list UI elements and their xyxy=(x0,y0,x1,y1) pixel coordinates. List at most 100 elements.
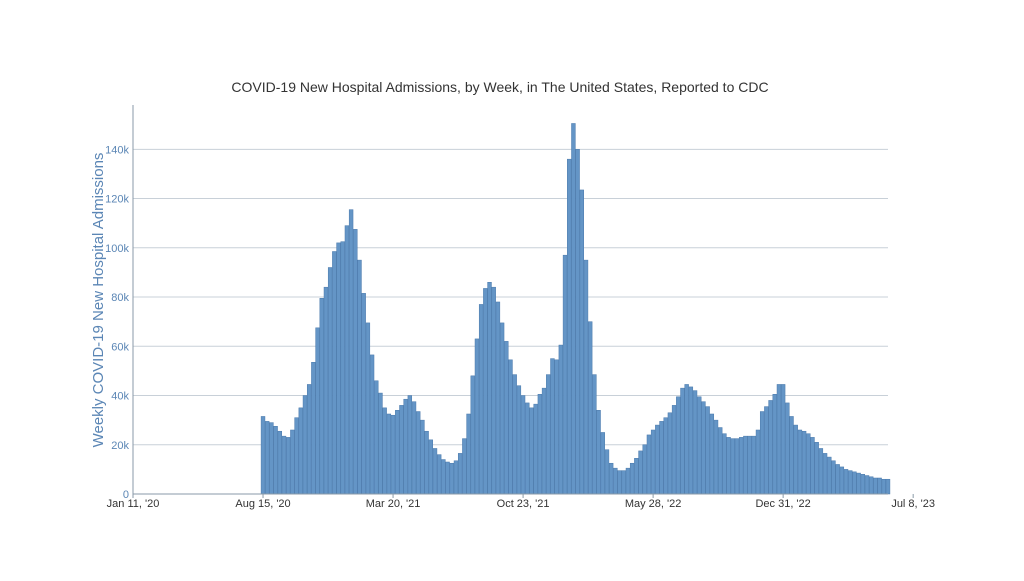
bar xyxy=(298,407,303,495)
y-axis-label: Weekly COVID-19 New Hospital Admissions xyxy=(90,153,107,448)
bar xyxy=(642,444,647,495)
bar xyxy=(340,241,345,495)
bar xyxy=(810,437,815,495)
bar xyxy=(348,209,354,495)
bar xyxy=(315,327,320,495)
bar xyxy=(437,454,442,495)
bar xyxy=(818,448,824,495)
bar xyxy=(399,405,404,495)
x-tick-label: Dec 31, '22 xyxy=(755,498,810,510)
x-tick-labels: Jan 11, '20 Aug 15, '20 Mar 20, '21 Oct 23,… xyxy=(107,494,935,510)
bar xyxy=(592,374,597,495)
bar xyxy=(705,406,710,495)
bar xyxy=(319,298,324,495)
bar xyxy=(470,375,475,495)
bar xyxy=(743,435,748,495)
bar xyxy=(864,475,870,495)
bar xyxy=(785,402,790,495)
bar xyxy=(520,395,526,495)
bar xyxy=(478,304,484,495)
bar xyxy=(600,432,605,495)
bar xyxy=(684,384,689,495)
bar xyxy=(596,410,601,495)
bar xyxy=(369,354,375,495)
bar xyxy=(541,387,547,495)
bar xyxy=(839,466,845,495)
bar xyxy=(457,453,463,495)
y-tick-label: 100k xyxy=(105,243,129,255)
bar xyxy=(529,407,534,495)
bar xyxy=(546,374,551,495)
bar xyxy=(772,394,777,495)
bar xyxy=(269,422,274,495)
bar xyxy=(449,462,454,495)
bar xyxy=(751,435,756,495)
bar xyxy=(567,158,572,495)
bar xyxy=(877,477,882,495)
axes xyxy=(132,105,888,495)
bar xyxy=(294,417,299,495)
bar xyxy=(537,394,543,495)
bar xyxy=(260,416,266,495)
chart-title: COVID-19 New Hospital Admissions, by Wee… xyxy=(231,79,768,95)
bar xyxy=(571,123,576,495)
bar xyxy=(747,435,752,495)
bar xyxy=(663,417,668,495)
bar xyxy=(487,282,492,495)
bar xyxy=(793,424,798,495)
bar xyxy=(583,259,589,495)
bar xyxy=(416,411,421,495)
bar xyxy=(386,413,392,495)
y-tick-label: 40k xyxy=(111,391,129,403)
bar xyxy=(764,406,769,495)
bar xyxy=(655,424,660,495)
bar xyxy=(499,322,505,495)
bar xyxy=(281,435,287,495)
bar xyxy=(365,322,371,495)
bar xyxy=(680,387,685,495)
bar xyxy=(290,429,295,495)
bar xyxy=(692,390,698,495)
bar xyxy=(789,416,794,495)
bar xyxy=(302,395,308,495)
bar xyxy=(659,421,664,495)
bar xyxy=(831,460,836,495)
bar xyxy=(608,462,614,495)
bar xyxy=(265,421,270,495)
y-tick-label: 0 xyxy=(123,489,129,501)
bar xyxy=(466,413,471,495)
bar xyxy=(848,470,853,495)
bar xyxy=(873,477,878,495)
bar xyxy=(629,462,635,495)
bar xyxy=(491,286,496,495)
bar xyxy=(311,362,316,495)
bar xyxy=(814,442,819,495)
bar xyxy=(646,434,652,495)
bar xyxy=(420,419,425,495)
bar xyxy=(474,338,480,495)
bar xyxy=(730,438,735,495)
bar xyxy=(407,395,413,495)
bar xyxy=(533,403,538,495)
bar xyxy=(273,426,278,495)
bar xyxy=(554,359,559,495)
bar xyxy=(525,402,530,495)
bar xyxy=(650,429,656,495)
bar xyxy=(604,449,610,495)
bar xyxy=(445,461,450,495)
bar xyxy=(558,344,564,495)
x-tick-label: Aug 15, '20 xyxy=(235,498,290,510)
bar xyxy=(286,437,291,495)
bar xyxy=(277,430,282,495)
bars xyxy=(260,123,891,495)
bar xyxy=(726,437,731,495)
bar xyxy=(306,384,312,495)
bar xyxy=(852,471,857,495)
bar xyxy=(562,254,568,495)
bar xyxy=(462,438,467,495)
bar xyxy=(709,413,715,495)
bar xyxy=(780,384,786,495)
bar xyxy=(701,401,706,495)
bar xyxy=(768,400,773,495)
